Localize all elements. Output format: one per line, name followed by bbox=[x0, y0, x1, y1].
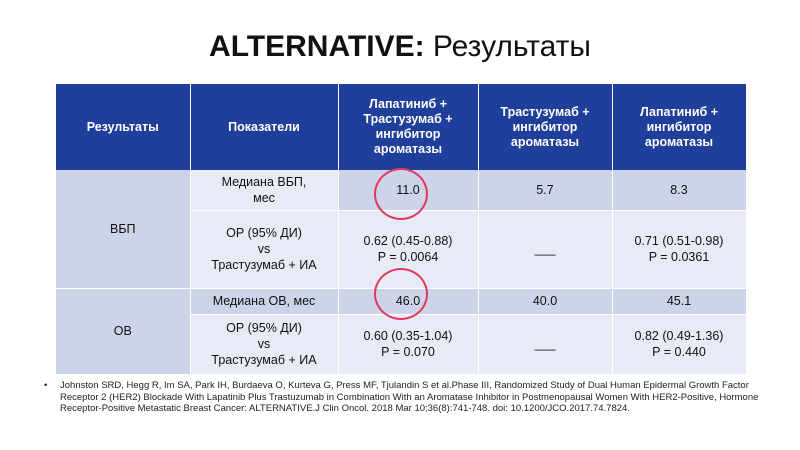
value-pfs-median-tras: 5.7 bbox=[478, 170, 613, 211]
reference-list: • Johnston SRD, Hegg R, Im SA, Park IH, … bbox=[44, 380, 764, 415]
header-results: Результаты bbox=[56, 84, 191, 170]
value-pfs-hr-lap-tras: 0.62 (0.45-0.88) P = 0.0064 bbox=[338, 210, 479, 289]
value-pfs-hr-lap: 0.71 (0.51-0.98) P = 0.0361 bbox=[612, 210, 747, 289]
bullet-icon: • bbox=[44, 380, 48, 391]
header-lap-ai: Лапатиниб + ингибитор ароматазы bbox=[612, 84, 747, 170]
reference-text: Johnston SRD, Hegg R, Im SA, Park IH, Bu… bbox=[60, 380, 759, 414]
p-value: P = 0.0064 bbox=[377, 250, 439, 264]
results-table: Результаты Показатели Лапатиниб + Трасту… bbox=[56, 84, 747, 375]
value-os-median-lap-tras: 46.0 bbox=[338, 288, 479, 315]
slide-title-bold: ALTERNATIVE: bbox=[209, 30, 425, 63]
group-label-pfs: ВБП bbox=[56, 170, 191, 289]
metric-line: мес bbox=[253, 190, 275, 205]
value-pfs-median-lap-tras: 11.0 bbox=[338, 170, 479, 211]
table-row: ОВ Медиана ОВ, мес 46.0 40.0 45.1 bbox=[56, 288, 747, 375]
table-row: ВБП Медиана ВБП, мес 11.0 5.7 8.3 bbox=[56, 170, 747, 289]
value-os-hr-lap: 0.82 (0.49-1.36) P = 0.440 bbox=[612, 314, 747, 375]
p-value: P = 0.070 bbox=[381, 345, 435, 359]
metric-pfs-median: Медиана ВБП, мес bbox=[190, 170, 339, 211]
table-row: ОР (95% ДИ) vs Трастузумаб + ИА 0.62 (0.… bbox=[56, 210, 747, 289]
table-row: ОР (95% ДИ) vs Трастузумаб + ИА 0.60 (0.… bbox=[56, 314, 747, 375]
metric-os-hr: ОР (95% ДИ) vs Трастузумаб + ИА bbox=[190, 314, 339, 375]
header-tras-ai: Трастузумаб + ингибитор ароматазы bbox=[478, 84, 613, 170]
p-value: P = 0.0361 bbox=[648, 250, 710, 264]
value-pfs-median-lap: 8.3 bbox=[612, 170, 747, 211]
header-indicators: Показатели bbox=[190, 84, 339, 170]
hr-value: 0.71 (0.51-0.98) bbox=[634, 234, 724, 248]
metric-pfs-hr: ОР (95% ДИ) vs Трастузумаб + ИА bbox=[190, 210, 339, 289]
hr-value: 0.82 (0.49-1.36) bbox=[634, 329, 724, 343]
hr-value: 0.60 (0.35-1.04) bbox=[363, 329, 453, 343]
metric-os-median: Медиана ОВ, мес bbox=[190, 288, 339, 315]
metric-line: ОР (95% ДИ) bbox=[226, 321, 302, 335]
value-os-median-tras: 40.0 bbox=[478, 288, 613, 315]
table-header-row: Результаты Показатели Лапатиниб + Трасту… bbox=[56, 84, 747, 170]
value-os-median-lap: 45.1 bbox=[612, 288, 747, 315]
value-pfs-hr-tras: ___ bbox=[478, 210, 613, 289]
hr-value: 0.62 (0.45-0.88) bbox=[363, 234, 453, 248]
value-os-hr-tras: ___ bbox=[478, 314, 613, 375]
metric-line: vs bbox=[257, 242, 271, 256]
header-lap-tras-ai: Лапатиниб + Трастузумаб + ингибитор аром… bbox=[338, 84, 479, 170]
metric-line: Трастузумаб + ИА bbox=[211, 353, 317, 367]
metric-line: ОР (95% ДИ) bbox=[226, 226, 302, 240]
p-value: P = 0.440 bbox=[652, 345, 706, 359]
slide-title-rest: Результаты bbox=[424, 30, 591, 63]
metric-line: vs bbox=[257, 337, 271, 351]
slide-title: ALTERNATIVE: Результаты bbox=[0, 30, 800, 64]
metric-line: Трастузумаб + ИА bbox=[211, 258, 317, 272]
value-os-hr-lap-tras: 0.60 (0.35-1.04) P = 0.070 bbox=[338, 314, 479, 375]
group-label-os: ОВ bbox=[56, 288, 191, 375]
metric-line: Медиана ВБП, bbox=[221, 174, 307, 189]
